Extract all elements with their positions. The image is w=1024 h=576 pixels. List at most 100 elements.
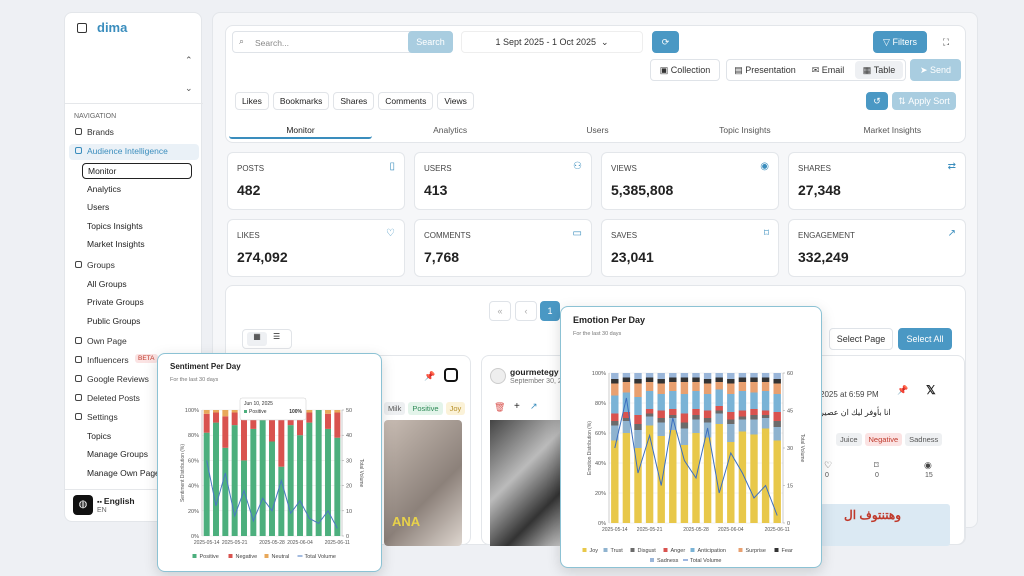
list-view[interactable]: ☰	[273, 332, 281, 341]
x-tick-label: 2025-06-04	[287, 540, 313, 546]
tab[interactable]: Users	[586, 125, 609, 135]
bar-segment	[622, 392, 631, 412]
bar-segment	[703, 410, 712, 418]
stat-icon: ◉	[760, 161, 769, 172]
add-icon[interactable]: +	[514, 401, 520, 412]
post-card[interactable]: gourmetegy September 30, 2 🗑 + ↗	[481, 355, 571, 546]
first-page[interactable]: «	[489, 301, 511, 321]
tab[interactable]: Analytics	[433, 125, 468, 135]
grid-view[interactable]: ▦	[247, 332, 267, 346]
tab[interactable]: Market Insights	[863, 125, 922, 135]
nav-label: Google Reviews	[87, 373, 149, 384]
bar-segment	[657, 379, 665, 384]
nav-subitem[interactable]: Analytics	[87, 183, 122, 194]
stat-icon: ⇄	[947, 161, 956, 172]
nav-subitem[interactable]: Private Groups	[87, 297, 144, 308]
bar-segment	[269, 441, 275, 536]
apply-sort[interactable]: ⇅ Apply Sort	[892, 92, 956, 110]
bar-segment	[727, 442, 735, 523]
select-caret[interactable]: ⌃	[185, 55, 193, 65]
search-box[interactable]: ⌕ Search...	[232, 31, 453, 53]
nav-subitem[interactable]: Public Groups	[87, 315, 141, 326]
nav-item[interactable]: Audience Intelligence	[69, 144, 199, 160]
email-button[interactable]: ✉ Email	[807, 61, 849, 79]
legend-label: Fear	[782, 548, 793, 554]
collection-button[interactable]: ▣ Collection	[650, 59, 720, 81]
stat-label: SHARES	[798, 164, 831, 173]
refresh-button[interactable]: ⟳	[652, 31, 679, 53]
volume-line	[614, 397, 778, 516]
sort-chip[interactable]: Comments	[378, 92, 434, 110]
nav-subitem[interactable]: Monitor	[82, 163, 192, 179]
sort-chip[interactable]: Likes	[235, 92, 269, 110]
bar-segment	[622, 373, 631, 378]
select-caret[interactable]: ⌄	[185, 83, 193, 93]
tooltip-swatch	[244, 410, 247, 413]
nav-item[interactable]: Influencers BETA	[69, 353, 199, 369]
bar-segment	[278, 416, 285, 467]
stat-label: VIEWS	[611, 164, 637, 173]
nav-subitem[interactable]: Topics	[87, 430, 112, 441]
bar-segment	[727, 424, 735, 442]
nav-item[interactable]: Google Reviews	[69, 372, 199, 388]
bar-segment	[727, 383, 735, 394]
nav-item[interactable]: Settings	[69, 410, 199, 426]
emotion-chart: Emotion Per Day For the last 30 days 0% 20%…	[573, 315, 805, 564]
nav-item[interactable]: Groups	[69, 258, 199, 274]
nav-subitem[interactable]: Users	[87, 202, 110, 213]
nav-subitem[interactable]: Topics Insights	[87, 220, 143, 231]
y-tick-label: 100%	[185, 408, 199, 414]
send-button[interactable]: ➤ Send	[910, 59, 961, 81]
tag: Joy	[445, 402, 466, 415]
pin-icon[interactable]: 📌	[424, 371, 436, 381]
delete-icon[interactable]: 🗑	[494, 402, 506, 412]
post-card[interactable]: 2025 at 6:59 PM 📌 𝕏 انا بأوفر ليك ان عصي…	[813, 355, 965, 546]
bar-segment	[657, 422, 665, 436]
nav-item[interactable]: Own Page	[69, 334, 199, 350]
legend-label: Trust	[611, 548, 624, 554]
sort-chip[interactable]: Views	[437, 92, 474, 110]
bar-segment	[231, 410, 238, 413]
bar-segment	[738, 431, 747, 523]
bar-segment	[622, 412, 631, 418]
y2-tick-label: 20	[346, 484, 352, 490]
bar-segment	[669, 377, 677, 382]
fullscreen-button[interactable]: ⛶	[934, 31, 958, 53]
stat-icon: ▭	[572, 228, 582, 239]
select-page[interactable]: Select Page	[829, 328, 893, 350]
prev-page[interactable]: ‹	[515, 301, 537, 321]
bar-segment	[622, 377, 631, 382]
bar-segment	[222, 416, 229, 448]
y2-tick-label: 0	[346, 534, 349, 540]
nav-subitem[interactable]: Market Insights	[87, 239, 145, 250]
search-icon: ⌕	[239, 36, 245, 46]
sentiment-popup: Sentiment Per Day For the last 30 days 0% 2…	[157, 353, 382, 572]
select-all[interactable]: Select All	[898, 328, 952, 350]
filters-button[interactable]: ▽ Filters	[873, 31, 927, 53]
pin-icon[interactable]: 📌	[897, 385, 909, 395]
reset-sort[interactable]: ↺	[866, 92, 888, 110]
sidebar-toggle[interactable]	[77, 23, 87, 33]
nav-subitem[interactable]: Manage Groups	[87, 449, 148, 460]
date-range[interactable]: 1 Sept 2025 - 1 Oct 2025 ⌄	[461, 31, 643, 53]
tab[interactable]: Monitor	[229, 123, 372, 139]
nav-subitem[interactable]: Manage Own Page	[87, 468, 160, 478]
nav-label: Deleted Posts	[87, 392, 140, 403]
bar-segment	[680, 422, 689, 429]
language[interactable]: ▪▪ English	[97, 496, 135, 506]
nav-icon	[75, 374, 82, 382]
language-icon[interactable]: ◍	[73, 495, 93, 515]
table-button[interactable]: ▦ Table	[855, 61, 903, 79]
bar-segment	[715, 424, 723, 523]
presentation-button[interactable]: ▤ Presentation	[729, 61, 801, 79]
bar-segment	[213, 412, 219, 423]
search-button[interactable]: Search	[408, 31, 453, 53]
tab[interactable]: Topic Insights	[719, 125, 771, 135]
nav-item[interactable]: Deleted Posts	[69, 391, 199, 407]
nav-item[interactable]: Brands	[69, 125, 199, 141]
sort-chip[interactable]: Shares	[333, 92, 375, 110]
nav-subitem[interactable]: All Groups	[87, 278, 127, 289]
sort-chip[interactable]: Bookmarks	[272, 92, 330, 110]
link-icon[interactable]: ↗	[530, 401, 538, 411]
current-page[interactable]: 1	[540, 301, 560, 321]
